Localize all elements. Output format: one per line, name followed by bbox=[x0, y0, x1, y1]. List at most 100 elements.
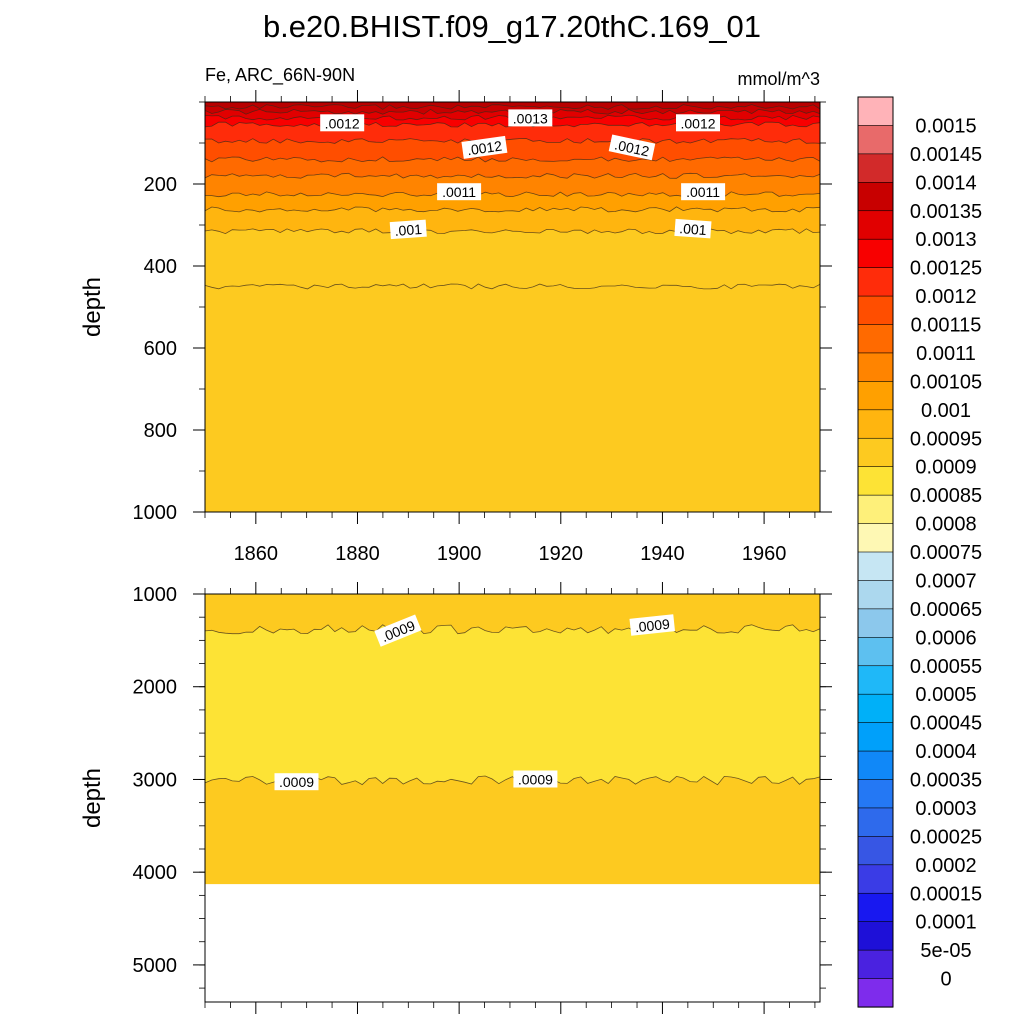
plot-frame bbox=[204, 593, 821, 1003]
contour-line bbox=[204, 228, 821, 235]
upper-depth-panel: .0012 .0013 .0012 .0012 .0012 .0011 .0011 .001.… bbox=[79, 90, 832, 565]
contour-label-text: .0012 bbox=[613, 136, 651, 159]
chart-subtitle-left: Fe, ARC_66N-90N bbox=[205, 65, 355, 86]
colorbar-swatch bbox=[857, 665, 894, 695]
colorbar-swatch bbox=[857, 807, 894, 837]
contour-label-background bbox=[676, 114, 720, 132]
colorbar-label: 0.0005 bbox=[915, 684, 976, 706]
contour-label: .0009 bbox=[274, 773, 319, 791]
contour-label-text: .0011 bbox=[442, 184, 476, 200]
colorbar-swatch bbox=[857, 267, 894, 297]
contour-label-text: .0009 bbox=[634, 616, 671, 636]
contour-label: .001 bbox=[389, 219, 427, 240]
colorbar-label: 0.00075 bbox=[910, 542, 982, 564]
contour-label: .0011 bbox=[681, 183, 726, 201]
y-tick-label: 2000 bbox=[133, 677, 178, 699]
y-tick-label: 600 bbox=[144, 338, 177, 360]
x-tick-label: 1860 bbox=[234, 543, 279, 565]
field-fill-band bbox=[205, 102, 820, 110]
colorbar-swatch bbox=[857, 238, 894, 269]
colorbar-label: 0.00035 bbox=[910, 770, 982, 792]
contour-label-background bbox=[461, 135, 508, 159]
y-tick-label: 5000 bbox=[133, 955, 178, 977]
contour-label-background bbox=[437, 183, 482, 201]
colorbar-swatch bbox=[857, 949, 894, 980]
y-tick-label: 400 bbox=[144, 256, 177, 278]
colorbar-label: 0.0006 bbox=[915, 627, 976, 649]
colorbar-label: 0.00055 bbox=[910, 656, 982, 678]
colorbar-label: 0.00105 bbox=[910, 371, 982, 393]
colorbar-label: 0.00145 bbox=[910, 144, 982, 166]
colorbar-swatch bbox=[857, 921, 894, 951]
colorbar-swatch bbox=[857, 381, 894, 411]
contour-label-background bbox=[389, 219, 427, 240]
colorbar-swatch bbox=[857, 153, 894, 183]
contour-line bbox=[204, 138, 821, 144]
y-tick-label: 800 bbox=[144, 420, 177, 442]
missing-data-region bbox=[205, 884, 820, 1002]
colorbar-label: 0.0014 bbox=[915, 172, 976, 194]
colorbar-swatch bbox=[857, 466, 894, 496]
colorbar-label: 0.0007 bbox=[915, 570, 976, 592]
y-tick-label: 3000 bbox=[133, 769, 178, 791]
contour-label-text: .0009 bbox=[518, 772, 553, 788]
colorbar-label: 0.00095 bbox=[910, 428, 982, 450]
colorbar-label: 0 bbox=[940, 969, 951, 991]
colorbar-swatch bbox=[857, 978, 894, 1008]
contour-label-background bbox=[629, 614, 676, 636]
contour-label: .0009 bbox=[629, 614, 676, 636]
lower-depth-panel: .0009.0009.0009.000910002000300040005000… bbox=[79, 582, 832, 1014]
contour-label-background bbox=[274, 773, 319, 791]
colorbar-frame bbox=[857, 96, 894, 1008]
contour-label-text: .0012 bbox=[680, 115, 715, 131]
colorbar-label: 0.001 bbox=[921, 400, 971, 422]
colorbar-swatch bbox=[857, 750, 894, 781]
colorbar-label: 0.00085 bbox=[910, 485, 982, 507]
colorbar-swatch bbox=[857, 96, 894, 127]
contour-label-text: .001 bbox=[394, 221, 423, 239]
colorbar-label: 0.0008 bbox=[915, 514, 976, 536]
colorbar-label: 0.00025 bbox=[910, 826, 982, 848]
field-fill-band bbox=[205, 594, 820, 785]
colorbar-swatch bbox=[857, 637, 894, 667]
contour-label: .001 bbox=[674, 218, 712, 239]
contour-label: .0012 bbox=[320, 114, 365, 132]
colorbar-legend: 0.0015 0.00145 0.0014 0.00135 0.0013 0.00125 0… bbox=[857, 96, 982, 1008]
colorbar-label: 0.00065 bbox=[910, 599, 982, 621]
contour-label-background bbox=[513, 770, 558, 788]
colorbar-swatch bbox=[857, 182, 894, 212]
chart-subtitle-right: mmol/m^3 bbox=[738, 69, 820, 89]
colorbar-label: 0.0003 bbox=[915, 798, 976, 820]
x-tick-label: 1880 bbox=[335, 543, 380, 565]
contour-label-background bbox=[374, 614, 422, 647]
colorbar-swatch bbox=[857, 352, 894, 382]
contour-line bbox=[204, 624, 821, 635]
colorbar-swatch bbox=[857, 608, 894, 638]
y-tick-label: 4000 bbox=[133, 862, 178, 884]
contour-label: .0012 bbox=[676, 114, 720, 132]
colorbar-swatch bbox=[857, 409, 894, 439]
colorbar-swatch bbox=[857, 779, 894, 809]
colorbar-label: 0.00045 bbox=[910, 713, 982, 735]
colorbar-swatch bbox=[857, 295, 894, 326]
colorbar-label: 0.0013 bbox=[915, 229, 976, 251]
x-tick-label: 1920 bbox=[539, 543, 584, 565]
colorbar-swatch bbox=[857, 324, 894, 354]
contour-line bbox=[204, 104, 821, 110]
colorbar-swatch bbox=[857, 210, 894, 240]
colorbar-swatch bbox=[857, 722, 894, 752]
colorbar-label: 0.0015 bbox=[915, 115, 976, 137]
x-tick-label: 1940 bbox=[640, 543, 685, 565]
contour-label-background bbox=[320, 114, 365, 132]
colorbar-swatch bbox=[857, 125, 894, 155]
colorbar-label: 5e-05 bbox=[920, 940, 971, 962]
contour-label-text: .0012 bbox=[325, 115, 360, 131]
contour-label-text: .0011 bbox=[686, 184, 720, 200]
colorbar-swatch bbox=[857, 494, 894, 525]
colorbar-label: 0.00135 bbox=[910, 201, 982, 223]
colorbar-label: 0.00115 bbox=[911, 315, 982, 337]
colorbar-label: 0.0001 bbox=[915, 912, 976, 934]
contour-label-background bbox=[508, 109, 553, 127]
colorbar-label: 0.00125 bbox=[910, 258, 982, 280]
